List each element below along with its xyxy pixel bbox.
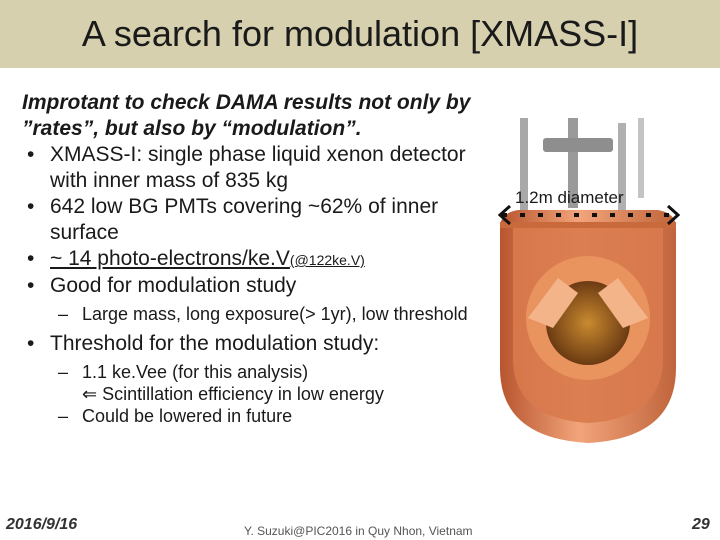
- slide-body: Improtant to check DAMA results not only…: [22, 90, 482, 433]
- intro-text: Improtant to check DAMA results not only…: [22, 91, 471, 140]
- diameter-label: 1.2m diameter: [515, 188, 624, 207]
- left-arrow-icon: ⇐: [82, 384, 103, 404]
- support-pipe: [520, 118, 528, 228]
- bullet-2: 642 low BG PMTs covering ~62% of inner s…: [22, 194, 482, 246]
- bullet-3: ~ 14 photo-electrons/ke.V(@122ke.V): [22, 246, 482, 273]
- bullet-list: XMASS-I: single phase liquid xenon detec…: [22, 142, 482, 299]
- sub-bullet-b2: Could be lowered in future: [22, 405, 482, 427]
- arrow-left-head-icon: [497, 204, 512, 226]
- page-number: 29: [692, 516, 710, 533]
- support-pipe-right: [618, 123, 626, 223]
- rim: [500, 222, 676, 228]
- pmt-segment: [528, 278, 578, 328]
- pmt-segment-right: [598, 278, 648, 328]
- sub-bullet-b1-text: 1.1 ke.Vee (for this analysis): [82, 362, 309, 382]
- diameter-arrow: [497, 204, 681, 226]
- sub-list-a: Large mass, long exposure(> 1yr), low th…: [22, 303, 482, 325]
- support-pipe-far-right: [638, 118, 644, 198]
- detector-illustration: [500, 118, 676, 443]
- sub-bullet-b1: 1.1 ke.Vee (for this analysis)⇐ Scintill…: [22, 361, 482, 405]
- title-band: [0, 0, 720, 68]
- sub-list-b: 1.1 ke.Vee (for this analysis)⇐ Scintill…: [22, 361, 482, 427]
- sub-bullet-a: Large mass, long exposure(> 1yr), low th…: [22, 303, 482, 325]
- footer-date: 2016/9/16: [6, 516, 78, 533]
- bullet-3-energy: (@122ke.V): [289, 252, 365, 268]
- bullet-3-text: ~ 14 photo-electrons/ke.V: [50, 247, 290, 270]
- slide-title: A search for modulation [XMASS-I]: [81, 13, 639, 54]
- bullet-5: Threshold for the modulation study:: [22, 331, 482, 357]
- bullet-4: Good for modulation study: [22, 273, 482, 299]
- footer-center: Y. Suzuki@PIC2016 in Quy Nhon, Vietnam: [244, 524, 473, 538]
- bullet-list-2: Threshold for the modulation study:: [22, 331, 482, 357]
- top-flange: [543, 138, 613, 152]
- bullet-1: XMASS-I: single phase liquid xenon detec…: [22, 142, 482, 194]
- sub-bullet-b1-cont: Scintillation efficiency in low energy: [102, 384, 384, 404]
- center-pipe: [568, 118, 578, 208]
- arrow-right-head-icon: [666, 204, 681, 226]
